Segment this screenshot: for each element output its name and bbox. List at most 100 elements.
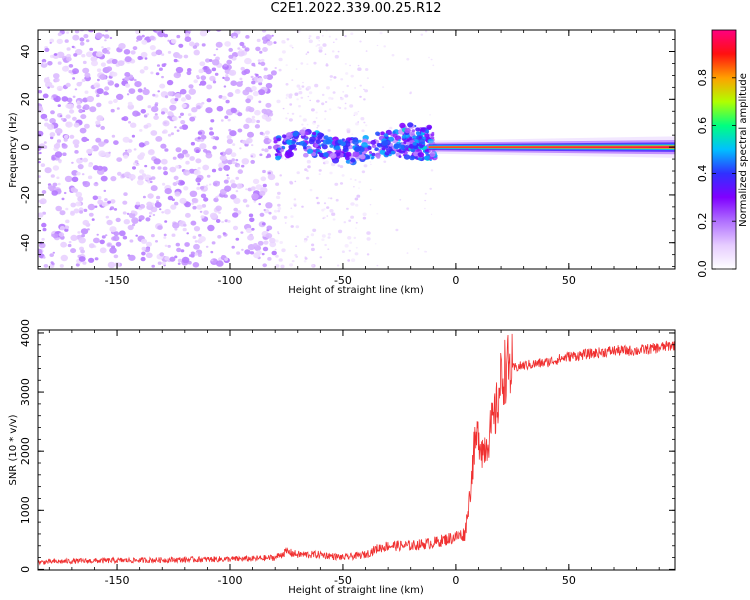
noise-cell [88, 212, 94, 217]
noise-cell [265, 116, 272, 122]
noise-cell [81, 136, 88, 143]
noise-cell [286, 38, 290, 41]
noise-cell [122, 78, 125, 81]
noise-cell [306, 235, 310, 238]
noise-cell [301, 123, 304, 126]
noise-cell [283, 216, 288, 219]
noise-cell [81, 234, 85, 238]
noise-cell [130, 122, 137, 128]
noise-cell [302, 81, 304, 84]
noise-cell [210, 259, 214, 262]
signal-cell [299, 129, 306, 135]
noise-cell [157, 261, 162, 265]
noise-cell [355, 122, 359, 126]
signal-cell [412, 135, 417, 140]
noise-cell [38, 175, 41, 178]
noise-cell [211, 241, 216, 245]
noise-cell [200, 193, 207, 199]
noise-cell [215, 41, 223, 48]
noise-cell [245, 188, 248, 191]
signal-cell [410, 148, 415, 153]
noise-cell [83, 34, 89, 39]
noise-cell [138, 142, 145, 148]
noise-cell [294, 254, 298, 257]
noise-cell [154, 94, 159, 98]
signal-cell [274, 153, 278, 157]
noise-cell [406, 57, 410, 61]
noise-cell [72, 68, 79, 75]
noise-cell [309, 99, 312, 102]
x-tick-label: -50 [334, 574, 352, 587]
noise-cell [127, 148, 132, 153]
noise-cell [136, 94, 144, 101]
noise-cell [205, 68, 212, 75]
noise-cell [321, 234, 326, 238]
noise-cell [70, 187, 77, 193]
signal-cell [380, 131, 385, 136]
noise-cell [172, 222, 180, 229]
noise-cell [105, 234, 108, 237]
noise-cell [49, 118, 56, 124]
noise-cell [432, 64, 435, 67]
noise-cell [133, 148, 137, 151]
noise-cell [84, 72, 91, 78]
noise-cell [63, 134, 69, 139]
noise-cell [301, 205, 304, 208]
noise-cell [179, 197, 187, 204]
spectrogram-y-ticks: -40 -20 0 20 40 [19, 39, 675, 268]
noise-cell [231, 158, 235, 162]
noise-cell [190, 141, 195, 146]
noise-cell [149, 177, 153, 181]
noise-cell [39, 143, 45, 148]
noise-cell [198, 68, 204, 74]
noise-cell [240, 66, 245, 71]
x-tick-label: 50 [562, 574, 576, 587]
noise-cell [258, 203, 262, 206]
noise-cell [179, 157, 183, 160]
noise-cell [134, 160, 139, 164]
noise-cell [110, 108, 115, 113]
noise-cell [203, 187, 207, 190]
noise-cell [431, 213, 433, 215]
noise-cell [251, 78, 255, 81]
noise-cell [179, 126, 183, 130]
noise-cell [172, 156, 177, 160]
noise-cell [277, 191, 281, 195]
signal-cell [289, 145, 295, 151]
noise-cell [77, 164, 84, 170]
signal-cell [352, 151, 360, 158]
noise-cell [382, 86, 385, 88]
noise-cell [145, 252, 153, 259]
noise-cell [115, 241, 122, 247]
noise-cell [218, 95, 223, 99]
noise-cell [208, 59, 213, 62]
noise-cell [38, 161, 41, 164]
signal-cell [342, 147, 349, 153]
noise-cell [137, 55, 143, 61]
noise-cell [128, 88, 136, 94]
noise-cell [223, 179, 229, 184]
x-tick-label: -100 [218, 574, 243, 587]
noise-cell [269, 237, 276, 244]
noise-cell [80, 228, 89, 235]
noise-cell [52, 94, 57, 98]
noise-cell [311, 264, 314, 267]
noise-cell [227, 118, 231, 122]
signal-cell [408, 144, 413, 149]
noise-cell [149, 35, 155, 41]
noise-cell [99, 74, 107, 80]
noise-cell [46, 76, 50, 79]
noise-cell [132, 110, 140, 117]
noise-cell [340, 96, 342, 99]
spectrogram-frame [37, 29, 676, 270]
noise-cell [201, 101, 205, 105]
noise-cell [424, 192, 427, 195]
noise-cell [274, 67, 277, 69]
noise-cell [263, 67, 268, 71]
noise-cell [333, 76, 337, 79]
signal-cell [361, 142, 368, 148]
noise-cell [289, 263, 294, 267]
noise-cell [79, 37, 85, 42]
signal-cell [424, 155, 430, 161]
noise-cell [99, 247, 107, 254]
